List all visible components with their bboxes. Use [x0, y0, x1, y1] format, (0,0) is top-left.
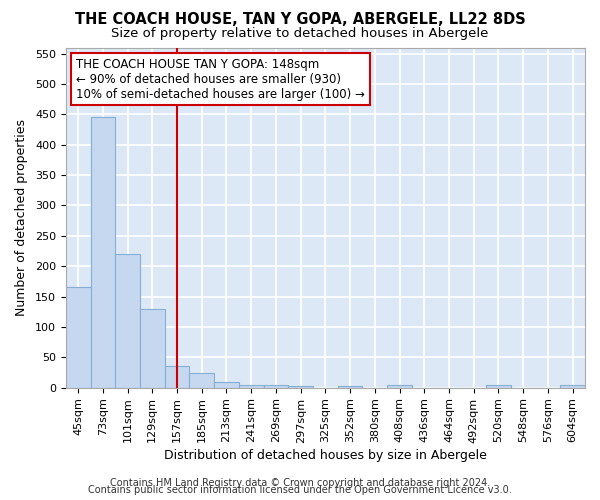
Bar [91, 118, 115, 388]
Bar [263, 386, 289, 388]
Y-axis label: Number of detached properties: Number of detached properties [15, 119, 28, 316]
Text: THE COACH HOUSE, TAN Y GOPA, ABERGELE, LL22 8DS: THE COACH HOUSE, TAN Y GOPA, ABERGELE, L… [74, 12, 526, 28]
Bar [387, 386, 412, 388]
Bar [560, 386, 585, 388]
Bar [115, 254, 140, 388]
Bar [140, 308, 164, 388]
Bar [338, 386, 362, 388]
Bar [164, 366, 190, 388]
Bar [239, 384, 263, 388]
Text: Contains HM Land Registry data © Crown copyright and database right 2024.: Contains HM Land Registry data © Crown c… [110, 478, 490, 488]
Bar [66, 288, 91, 388]
Bar [190, 372, 214, 388]
Text: THE COACH HOUSE TAN Y GOPA: 148sqm
← 90% of detached houses are smaller (930)
10: THE COACH HOUSE TAN Y GOPA: 148sqm ← 90%… [76, 58, 365, 100]
X-axis label: Distribution of detached houses by size in Abergele: Distribution of detached houses by size … [164, 450, 487, 462]
Bar [214, 382, 239, 388]
Text: Contains public sector information licensed under the Open Government Licence v3: Contains public sector information licen… [88, 485, 512, 495]
Bar [486, 386, 511, 388]
Text: Size of property relative to detached houses in Abergele: Size of property relative to detached ho… [112, 28, 488, 40]
Bar [289, 386, 313, 388]
